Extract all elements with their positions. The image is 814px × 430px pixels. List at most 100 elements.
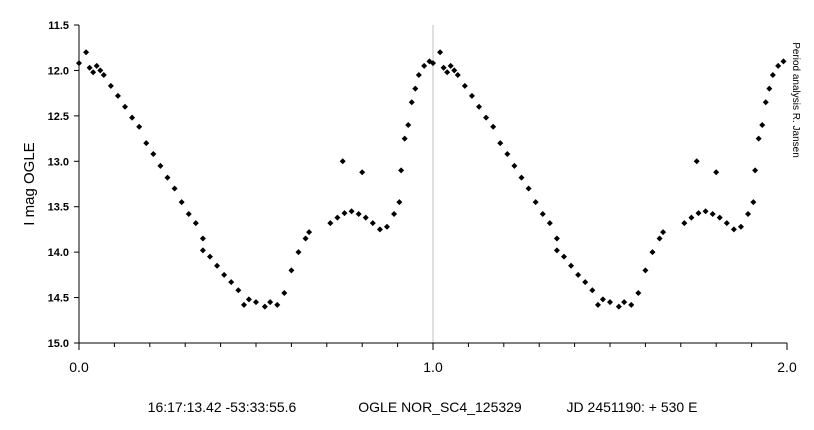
data-point xyxy=(83,49,90,56)
data-point xyxy=(90,69,97,76)
data-point xyxy=(780,58,787,65)
y-tick-label: 13.0 xyxy=(48,156,69,168)
data-point xyxy=(660,229,667,236)
data-point xyxy=(504,151,511,158)
x-tick-label: 1.0 xyxy=(423,359,443,375)
data-point xyxy=(490,123,497,130)
data-point xyxy=(656,235,663,242)
data-point xyxy=(615,303,622,310)
data-point xyxy=(281,290,288,297)
data-point xyxy=(430,60,436,67)
data-point xyxy=(766,85,773,92)
data-point xyxy=(240,301,247,308)
footer-star: OGLE NOR_SC4_125329 xyxy=(358,399,522,415)
data-point xyxy=(762,99,769,106)
data-point xyxy=(261,303,268,310)
data-point xyxy=(405,121,412,128)
x-tick-label: 2.0 xyxy=(777,359,797,375)
data-point xyxy=(461,82,468,89)
y-tick-label: 12.0 xyxy=(48,65,69,77)
data-point xyxy=(185,210,192,217)
data-point xyxy=(253,299,259,306)
data-point xyxy=(76,60,82,67)
data-point xyxy=(302,235,309,242)
data-point xyxy=(412,85,419,92)
data-point xyxy=(628,301,635,308)
data-point xyxy=(359,169,366,176)
data-point xyxy=(575,271,582,278)
data-point xyxy=(401,135,408,142)
data-point xyxy=(206,253,213,260)
data-point xyxy=(447,62,454,69)
data-point xyxy=(750,199,757,206)
data-point xyxy=(383,223,390,230)
data-point xyxy=(178,199,185,206)
data-point xyxy=(451,67,458,74)
data-point xyxy=(621,299,628,306)
data-point xyxy=(97,67,104,74)
data-point xyxy=(295,249,302,256)
data-point xyxy=(737,223,744,230)
data-point xyxy=(582,279,589,286)
data-point xyxy=(157,162,164,169)
data-point xyxy=(607,299,613,306)
side-note: Period analysis R. Jansen xyxy=(790,42,801,158)
data-point xyxy=(129,114,136,121)
data-point xyxy=(228,279,235,286)
data-point xyxy=(716,214,723,221)
data-point xyxy=(122,103,129,110)
data-point xyxy=(398,167,405,174)
data-point xyxy=(755,135,762,142)
data-point xyxy=(214,262,221,269)
data-point xyxy=(635,290,642,297)
data-point xyxy=(769,71,776,78)
data-point xyxy=(642,267,649,274)
data-point xyxy=(339,158,346,165)
data-point xyxy=(468,92,475,99)
data-point xyxy=(752,167,759,174)
data-point xyxy=(327,220,334,227)
data-point xyxy=(553,235,560,242)
data-point xyxy=(396,199,403,206)
data-point xyxy=(599,296,606,303)
y-tick-label: 13.5 xyxy=(48,202,69,214)
data-point xyxy=(348,208,355,215)
data-point xyxy=(483,114,490,121)
data-point xyxy=(437,49,444,56)
data-point xyxy=(681,220,688,227)
data-point xyxy=(713,169,720,176)
data-point xyxy=(93,62,100,69)
data-point xyxy=(171,185,178,192)
data-point xyxy=(454,71,461,78)
data-point xyxy=(688,214,695,221)
data-point xyxy=(589,287,596,294)
data-point xyxy=(444,69,451,76)
data-point xyxy=(86,64,93,71)
data-point xyxy=(391,210,398,217)
data-point xyxy=(376,226,383,233)
data-point xyxy=(532,199,539,206)
data-point xyxy=(235,287,242,294)
data-point xyxy=(192,220,199,227)
data-point xyxy=(649,249,656,256)
data-point xyxy=(199,235,206,242)
data-point xyxy=(107,82,114,89)
y-tick-label: 15.0 xyxy=(48,338,69,350)
x-tick-label: 0.0 xyxy=(69,359,89,375)
data-point xyxy=(164,174,171,181)
data-point xyxy=(267,299,274,306)
data-point xyxy=(421,62,428,69)
data-point xyxy=(369,220,376,227)
data-point xyxy=(440,64,447,71)
data-point xyxy=(136,123,143,130)
data-point xyxy=(288,267,295,274)
data-point xyxy=(546,220,553,227)
data-point xyxy=(150,151,157,158)
data-point xyxy=(695,210,702,217)
data-point xyxy=(221,271,228,278)
data-point xyxy=(341,210,348,217)
data-point xyxy=(745,210,752,217)
data-point xyxy=(594,301,601,308)
data-point xyxy=(143,140,150,147)
